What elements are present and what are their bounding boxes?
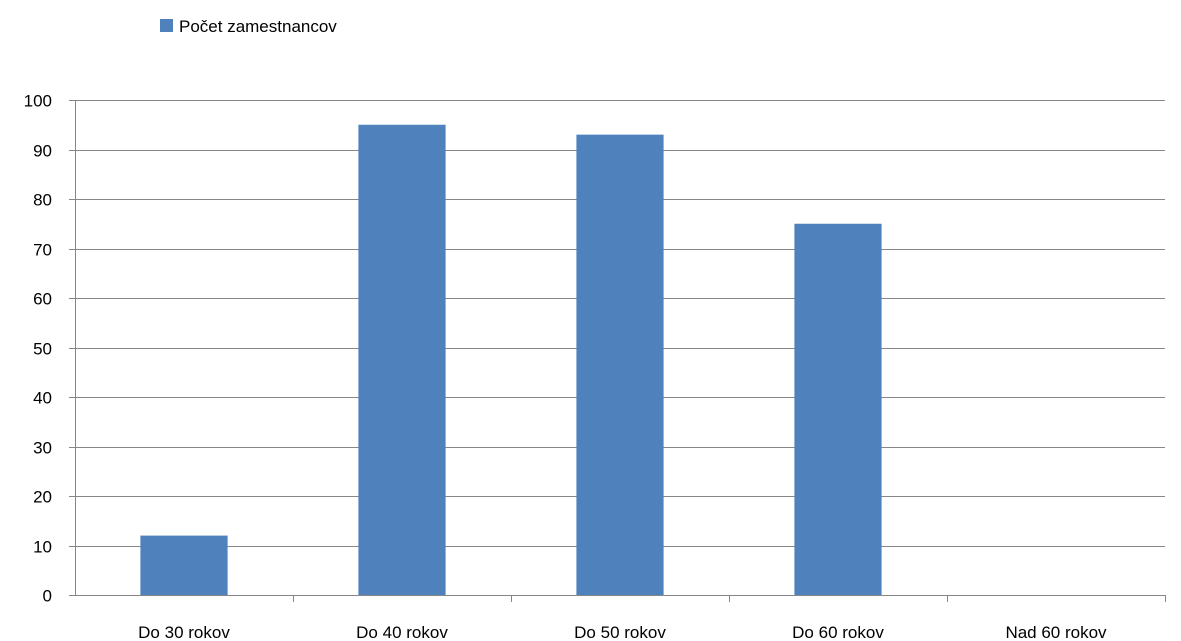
bar	[140, 535, 228, 595]
legend: Počet zamestnancov	[160, 17, 337, 36]
x-tick-label: Do 60 rokov	[792, 623, 884, 641]
bar	[358, 124, 446, 595]
x-tick-label: Do 30 rokov	[138, 623, 230, 641]
y-tick-label: 50	[33, 340, 52, 359]
y-tick-label: 90	[33, 142, 52, 161]
legend-label: Počet zamestnancov	[179, 17, 337, 36]
y-tick-label: 100	[24, 92, 52, 111]
x-axis-tick-labels: Do 30 rokov Do 40 rokov Do 50 rokov Do 60 r…	[138, 623, 1107, 641]
y-tick-label: 30	[33, 439, 52, 458]
y-tick-label: 80	[33, 191, 52, 210]
y-tick-label: 40	[33, 389, 52, 408]
bars	[140, 124, 882, 595]
axes	[69, 100, 1166, 602]
y-tick-label: 0	[43, 587, 52, 606]
y-tick-label: 60	[33, 290, 52, 309]
y-axis-tick-labels: 0 10 20 30 40 50 60 70 80 90 100	[24, 92, 52, 606]
legend-swatch	[160, 19, 173, 32]
y-tick-label: 20	[33, 488, 52, 507]
bar	[576, 134, 664, 595]
x-tick-label: Nad 60 rokov	[1005, 623, 1107, 641]
y-tick-label: 10	[33, 538, 52, 557]
x-tick-label: Do 50 rokov	[574, 623, 666, 641]
y-tick-label: 70	[33, 241, 52, 260]
bar	[794, 223, 882, 595]
x-tick-label: Do 40 rokov	[356, 623, 448, 641]
